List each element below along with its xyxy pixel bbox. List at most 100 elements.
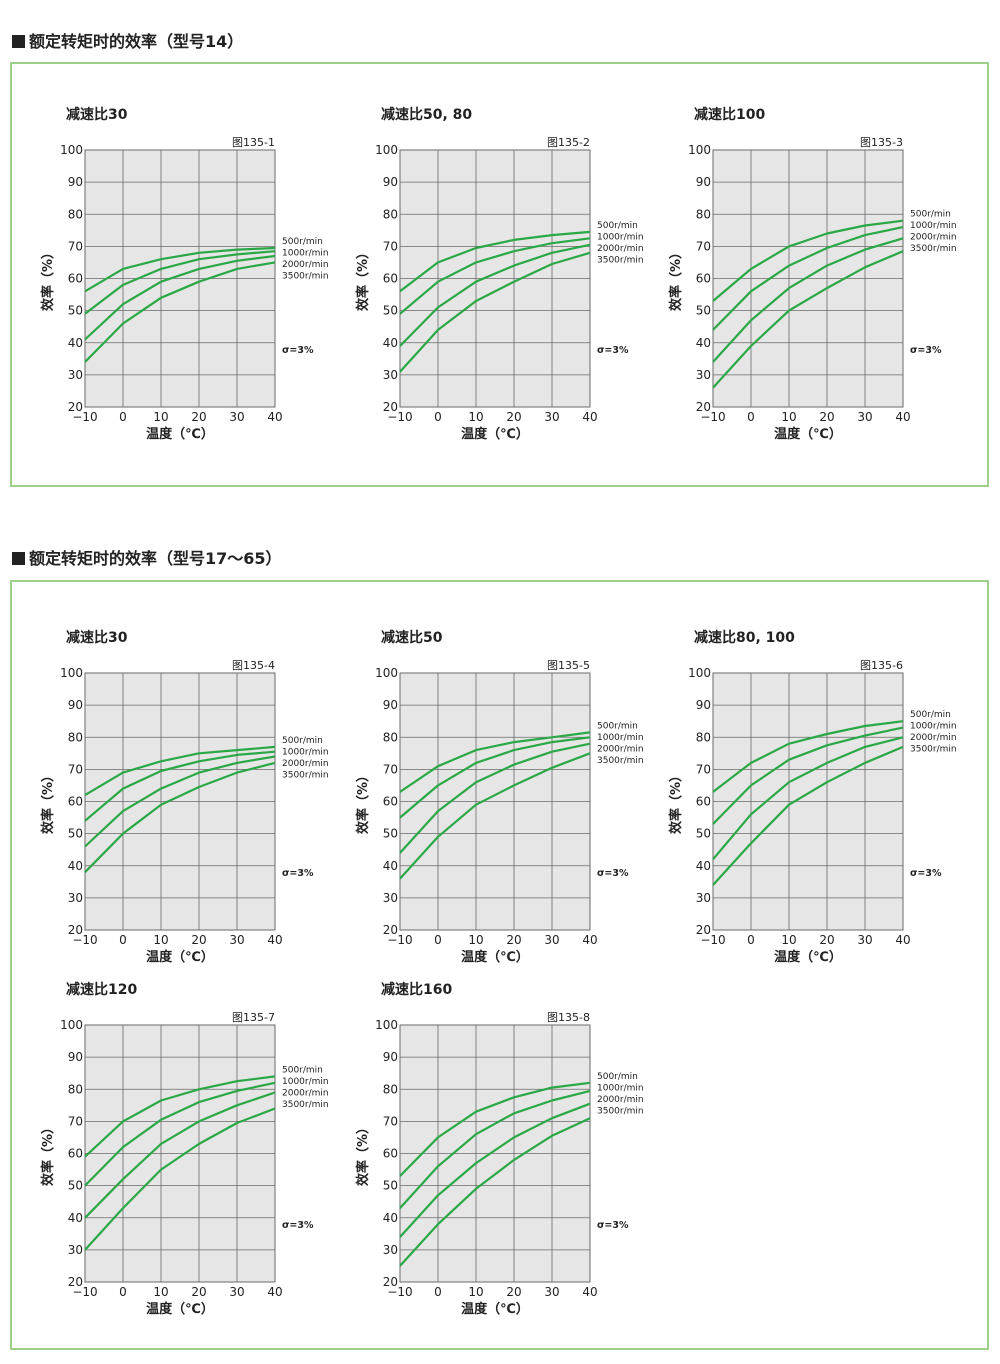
x-tick-label: 30	[229, 933, 244, 947]
x-tick-label: 10	[781, 933, 796, 947]
x-tick-label: 10	[153, 933, 168, 947]
x-tick-label: 40	[267, 410, 282, 424]
series-line-1000r-min	[84, 250, 276, 315]
y-tick-label: 30	[383, 1243, 398, 1257]
tolerance-note: σ=3%	[597, 1220, 629, 1231]
series-line-500r-min	[712, 219, 904, 302]
x-tick-label: 40	[895, 933, 910, 947]
efficiency-chart-1: 减速比30 图135-1 20 30 40 50 60 70 80 90 100 −10 0 10 20 30…	[40, 106, 329, 442]
y-tick-label: 90	[68, 175, 83, 189]
y-tick-label: 20	[68, 1275, 83, 1289]
tolerance-note: σ=3%	[910, 868, 942, 879]
y-tick-label: 80	[696, 207, 711, 221]
figure-number: 图135-8	[547, 1011, 590, 1024]
y-tick-label: 80	[68, 207, 83, 221]
x-tick-label: 0	[119, 1285, 127, 1299]
x-tick-label: 20	[819, 410, 834, 424]
y-tick-label: 100	[60, 143, 83, 157]
series-line-1000r-min	[84, 750, 276, 822]
y-tick-label: 30	[696, 891, 711, 905]
x-tick-label: 0	[119, 933, 127, 947]
tolerance-note: σ=3%	[282, 868, 314, 879]
y-axis-label: 效率（%）	[355, 769, 371, 834]
square-bullet-icon	[12, 35, 25, 48]
legend-label: 1000r/min	[282, 1077, 329, 1087]
x-tick-label: −10	[72, 410, 97, 424]
x-tick-label: 0	[434, 410, 442, 424]
y-tick-label: 30	[68, 1243, 83, 1257]
x-tick-label: 30	[857, 933, 872, 947]
x-tick-label: 10	[468, 1285, 483, 1299]
chart-title: 减速比50	[381, 629, 443, 646]
y-axis-label: 效率（%）	[355, 246, 371, 311]
efficiency-chart-8: 减速比160 图135-8 20 30 40 50 60 70 80 90 100 −10 0 10 20 3…	[355, 981, 644, 1317]
y-tick-label: 20	[383, 1275, 398, 1289]
square-bullet-icon	[12, 552, 25, 565]
y-tick-label: 40	[383, 336, 398, 350]
figure-number: 图135-7	[232, 1011, 275, 1024]
figure-number: 图135-3	[860, 136, 903, 149]
y-tick-label: 70	[383, 1114, 398, 1128]
legend-label: 500r/min	[910, 210, 951, 220]
y-axis-label: 效率（%）	[40, 1121, 56, 1186]
x-tick-label: 10	[153, 1285, 168, 1299]
y-tick-label: 100	[375, 666, 398, 680]
y-tick-label: 50	[696, 304, 711, 318]
x-tick-label: 30	[857, 410, 872, 424]
y-axis-label: 效率（%）	[668, 246, 684, 311]
x-axis-label: 温度（℃）	[774, 426, 842, 442]
x-tick-label: −10	[387, 410, 412, 424]
series-line-3500r-min	[84, 761, 276, 873]
figure-number: 图135-4	[232, 659, 275, 672]
series-line-500r-min	[84, 745, 276, 797]
x-tick-label: 30	[544, 1285, 559, 1299]
x-tick-label: 0	[434, 1285, 442, 1299]
series-line-1000r-min	[84, 1081, 276, 1187]
chart-title: 减速比120	[66, 981, 137, 998]
legend-label: 500r/min	[282, 736, 323, 746]
y-tick-label: 60	[68, 795, 83, 809]
legend-label: 1000r/min	[282, 248, 329, 258]
y-tick-label: 50	[383, 1179, 398, 1193]
y-tick-label: 30	[68, 891, 83, 905]
y-tick-label: 30	[383, 891, 398, 905]
legend-label: 3500r/min	[597, 255, 644, 265]
x-tick-label: 30	[229, 1285, 244, 1299]
y-tick-label: 20	[68, 400, 83, 414]
x-tick-label: 40	[267, 933, 282, 947]
y-tick-label: 100	[375, 1018, 398, 1032]
series-line-3500r-min	[399, 251, 591, 373]
y-tick-label: 60	[383, 1147, 398, 1161]
legend-label: 2000r/min	[910, 233, 957, 243]
chart-panel-2	[10, 580, 989, 1350]
series-line-2000r-min	[84, 254, 276, 341]
series-line-500r-min	[399, 1081, 591, 1177]
tolerance-note: σ=3%	[597, 868, 629, 879]
x-tick-label: 30	[544, 410, 559, 424]
y-tick-label: 20	[383, 400, 398, 414]
tolerance-note: σ=3%	[597, 345, 629, 356]
series-line-3500r-min	[712, 250, 904, 389]
x-tick-label: 0	[434, 933, 442, 947]
efficiency-chart-2: 减速比50, 80 图135-2 20 30 40 50 60 70 80 90 100 −10 0 10…	[355, 106, 644, 442]
y-tick-label: 100	[688, 143, 711, 157]
y-tick-label: 70	[68, 1114, 83, 1128]
y-tick-label: 60	[68, 1147, 83, 1161]
x-tick-label: 40	[895, 410, 910, 424]
y-tick-label: 60	[696, 795, 711, 809]
series-line-500r-min	[712, 720, 904, 793]
series-line-3500r-min	[84, 261, 276, 363]
chart-title: 减速比100	[694, 106, 765, 123]
legend-label: 3500r/min	[282, 271, 329, 281]
x-tick-label: 20	[506, 410, 521, 424]
x-tick-label: 0	[747, 933, 755, 947]
y-tick-label: 50	[383, 304, 398, 318]
x-axis-label: 温度（℃）	[461, 949, 529, 965]
efficiency-chart-5: 减速比50 图135-5 20 30 40 50 60 70 80 90 100 −10 0 10 20 30…	[355, 629, 644, 965]
legend-label: 500r/min	[910, 710, 951, 720]
x-tick-label: −10	[700, 933, 725, 947]
legend-label: 1000r/min	[910, 221, 957, 231]
legend-label: 500r/min	[597, 221, 638, 231]
y-axis-label: 效率（%）	[355, 1121, 371, 1186]
y-tick-label: 80	[696, 730, 711, 744]
